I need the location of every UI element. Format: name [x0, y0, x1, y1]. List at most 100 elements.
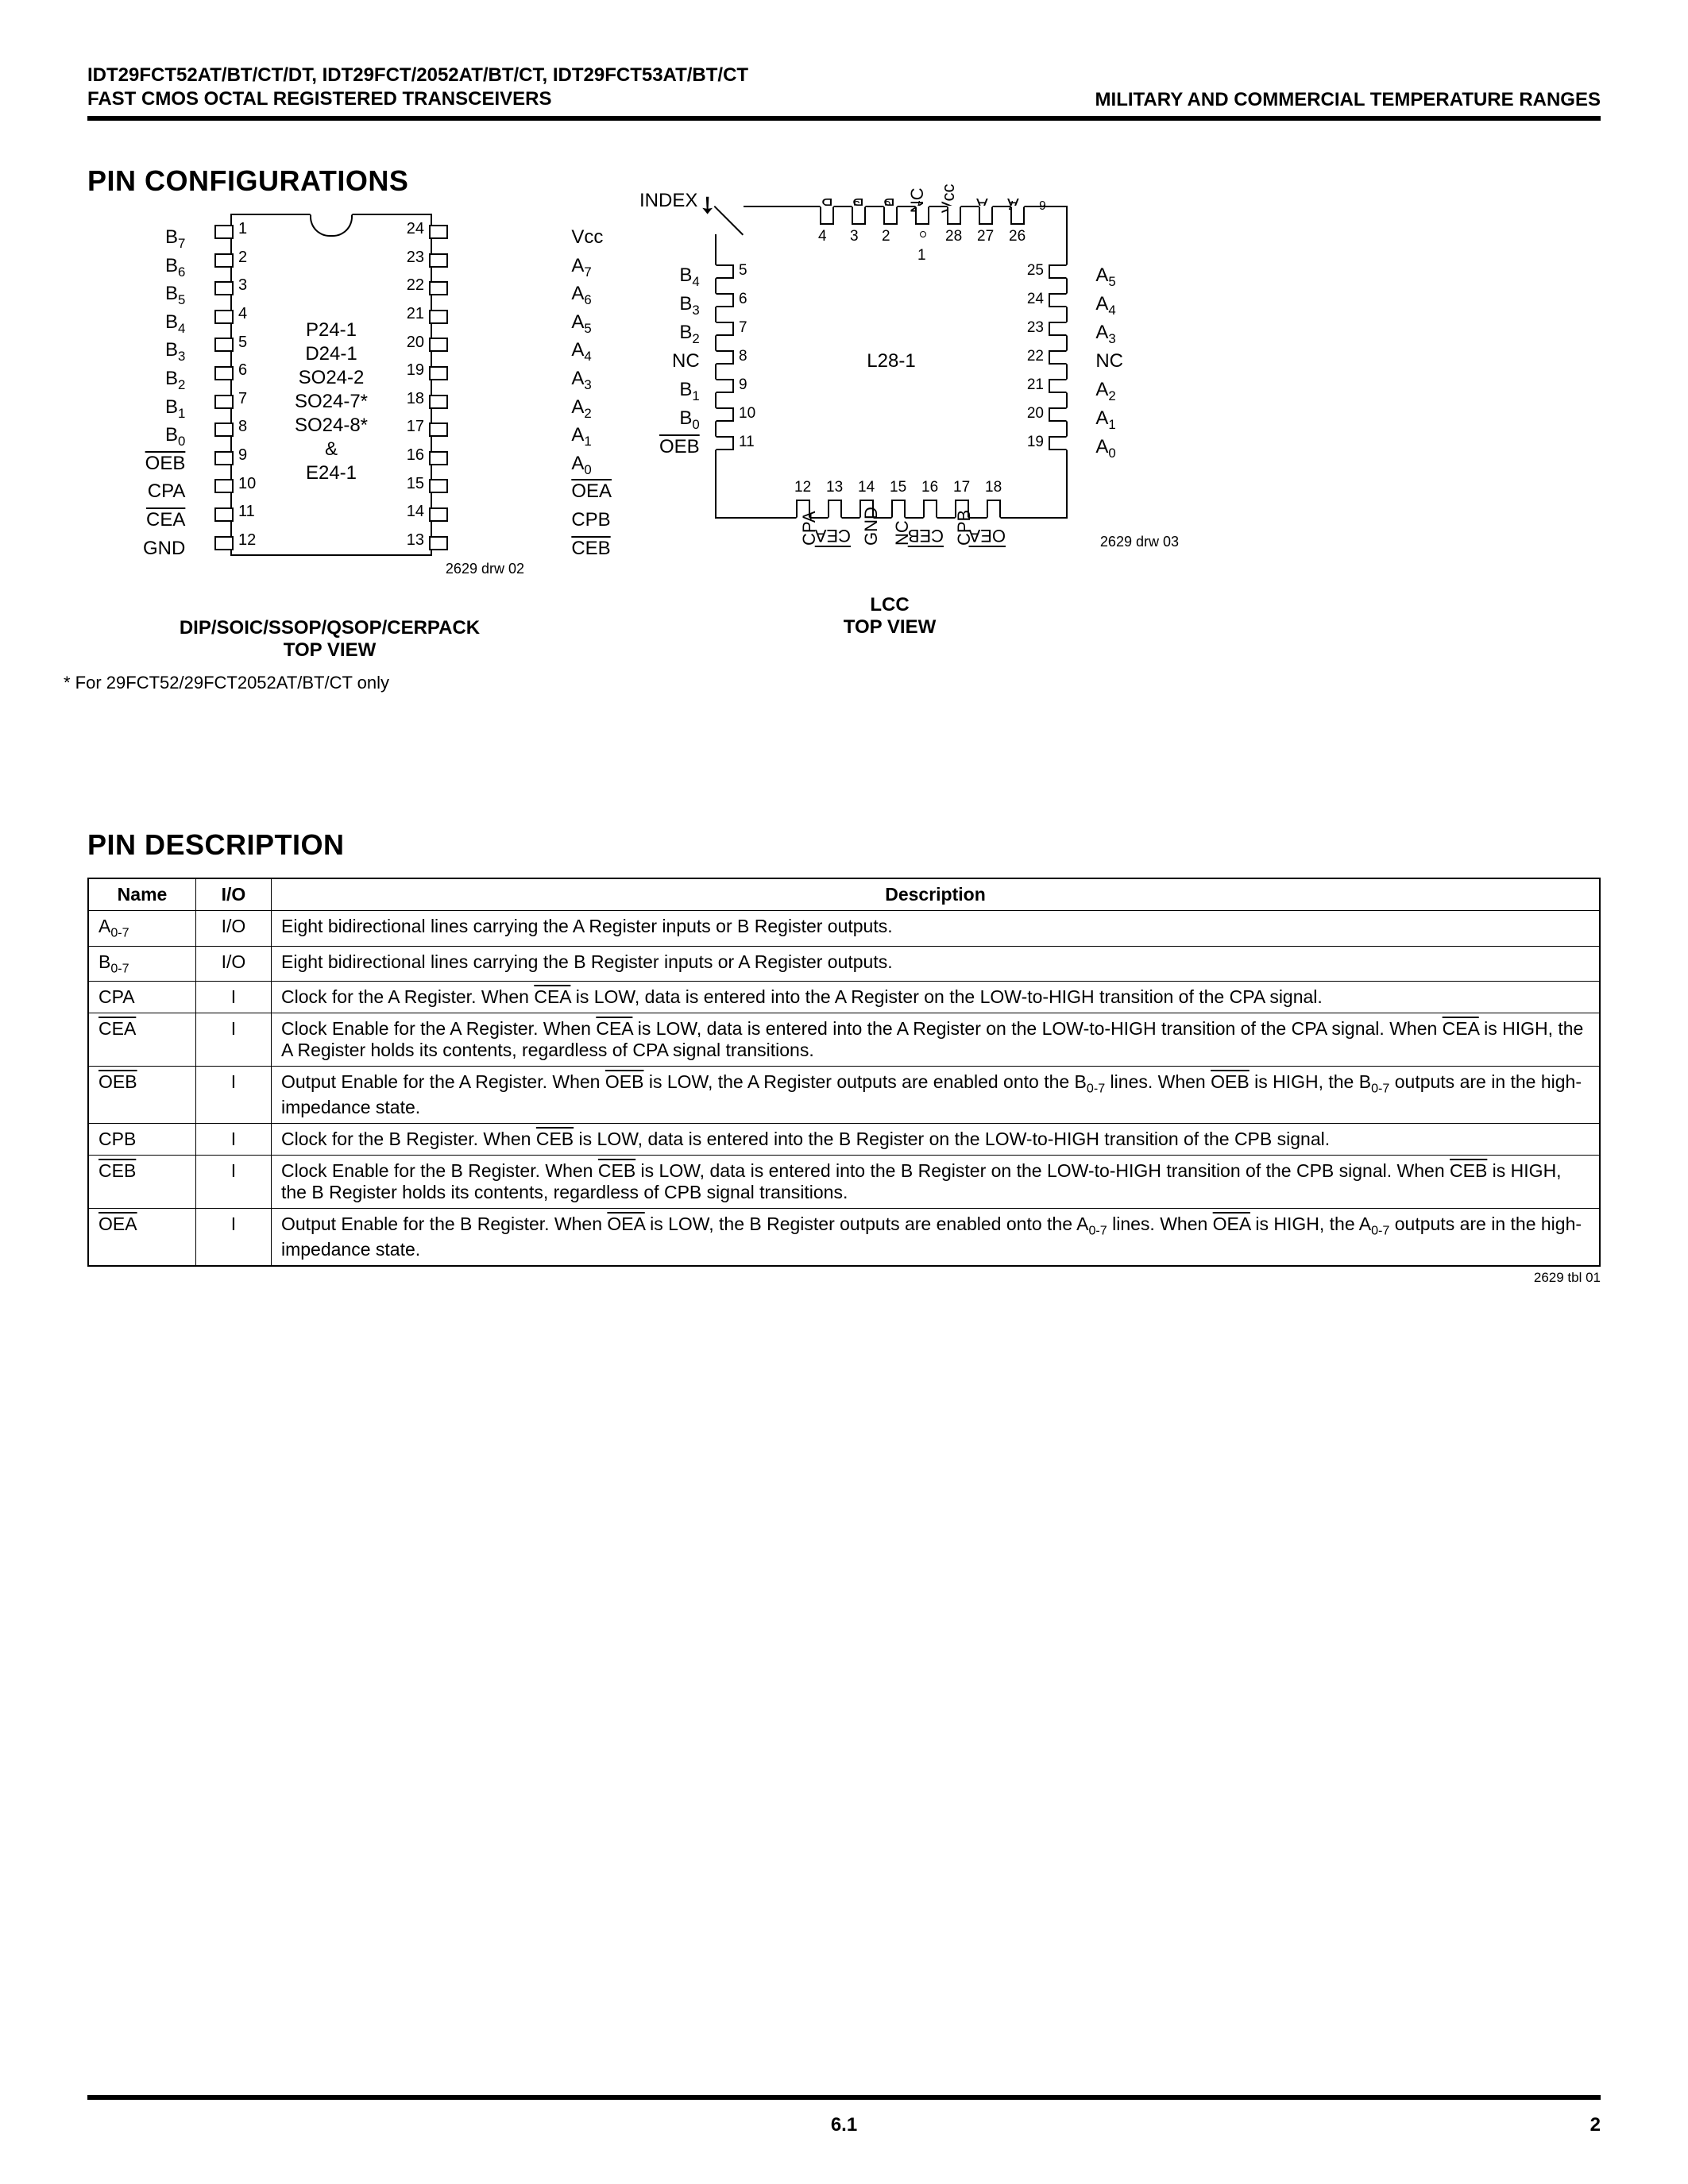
dip-left-pin-label: B1 — [143, 393, 185, 422]
dip-pin-pad-icon — [214, 338, 234, 352]
pin-io-cell: I — [196, 1123, 272, 1155]
lcc-pin-pad-icon — [1049, 379, 1068, 393]
lcc-bottom-pin-label: OEA — [985, 525, 1006, 546]
dip-pin-pad-icon — [429, 310, 448, 324]
dip-left-labels: B7B6B5B4B3B2B1B0OEBCPACEAGND — [143, 223, 185, 562]
pin-desc-cell: Eight bidirectional lines carrying the A… — [272, 911, 1601, 947]
lcc-right-pin-label: A4 — [1095, 290, 1123, 318]
lcc-pin1-dot-icon — [920, 231, 926, 237]
dip-pin-pad-icon — [429, 395, 448, 409]
lcc-top-pin-num: 3 — [850, 228, 859, 245]
dip-pin-row: 1114 — [232, 498, 431, 527]
lcc-pin-pad-icon — [923, 500, 937, 519]
lcc-pin-pad-icon — [828, 500, 842, 519]
lcc-pin-pad-icon — [883, 206, 898, 225]
dip-pin-pad-icon — [214, 507, 234, 522]
dip-right-pin-num: 23 — [407, 249, 424, 267]
dip-right-pin-num: 14 — [407, 503, 424, 521]
dip-right-pin-label: A2 — [571, 393, 612, 422]
lcc-pin-pad-icon — [987, 500, 1001, 519]
header-title-line2: FAST CMOS OCTAL REGISTERED TRANSCEIVERS — [87, 87, 748, 111]
table-row: OEAIOutput Enable for the B Register. Wh… — [88, 1208, 1600, 1265]
lcc-left-pin-label: B0 — [659, 404, 700, 433]
table-row: OEBIOutput Enable for the A Register. Wh… — [88, 1067, 1600, 1124]
pin-io-cell: I — [196, 1155, 272, 1208]
dip-pin-pad-icon — [429, 281, 448, 295]
lcc-pin-pad-icon — [1049, 407, 1068, 422]
dip-right-pin-label: A4 — [571, 336, 612, 365]
pin-io-cell: I — [196, 1013, 272, 1067]
lcc-index-corner-icon — [715, 206, 744, 234]
dip-pin-pad-icon — [429, 338, 448, 352]
lcc-right-pin-num: 25 — [1027, 262, 1044, 280]
dip-pin-pad-icon — [429, 507, 448, 522]
lcc-top-pin-num: 4 — [818, 228, 827, 245]
header-title-line1: IDT29FCT52AT/BT/CT/DT, IDT29FCT/2052AT/B… — [87, 64, 748, 87]
lcc-pin-pad-icon — [1049, 264, 1068, 279]
dip-drawing-number: 2629 drw 02 — [230, 561, 524, 577]
dip-left-pin-label: GND — [143, 534, 185, 563]
dip-left-pin-label: B2 — [143, 365, 185, 393]
lcc-left-pin-label: B1 — [659, 376, 700, 404]
dip-pin-pad-icon — [429, 479, 448, 493]
lcc-left-pin-num: 6 — [739, 291, 747, 308]
pin-name-cell: CEB — [88, 1155, 196, 1208]
lcc-bottom-pin-num: 14 — [858, 479, 875, 496]
lcc-bottom-pin-num: 13 — [826, 479, 843, 496]
table-row: B0-7I/OEight bidirectional lines carryin… — [88, 946, 1600, 982]
dip-pin-row: 223 — [232, 244, 431, 272]
lcc-top-pin-num: 26 — [1009, 228, 1026, 245]
pin-io-cell: I — [196, 1208, 272, 1265]
dip-right-pin-label: A5 — [571, 308, 612, 337]
dip-left-pin-label: CEA — [143, 506, 185, 534]
pin-io-cell: I — [196, 982, 272, 1013]
pin-desc-cell: Clock for the A Register. When CEA is LO… — [272, 982, 1601, 1013]
pin-name-cell: CPB — [88, 1123, 196, 1155]
lcc-pin-pad-icon — [1049, 436, 1068, 450]
footer-page-number: 2 — [1590, 2114, 1601, 2136]
dip-package-code: E24-1 — [232, 461, 431, 485]
lcc-pin-pad-icon — [715, 436, 734, 450]
dip-caption-line1: DIP/SOIC/SSOP/QSOP/CERPACK — [135, 617, 524, 639]
pin-io-cell: I — [196, 1067, 272, 1124]
lcc-pin-pad-icon — [715, 322, 734, 336]
dip-left-pin-label: B6 — [143, 252, 185, 280]
lcc-bottom-pin-label: GND — [861, 525, 882, 546]
lcc-pin-pad-icon — [820, 206, 834, 225]
dip-left-pin-label: OEB — [143, 450, 185, 478]
lcc-right-pin-label: A1 — [1095, 404, 1123, 433]
dip-right-pin-label: A3 — [571, 365, 612, 393]
lcc-pin-pad-icon — [715, 407, 734, 422]
lcc-pin-pad-icon — [715, 379, 734, 393]
page: IDT29FCT52AT/BT/CT/DT, IDT29FCT/2052AT/B… — [0, 0, 1688, 2184]
lcc-body: ➘ 43228272611213141516171852562472382292… — [715, 206, 1068, 519]
page-header: IDT29FCT52AT/BT/CT/DT, IDT29FCT/2052AT/B… — [87, 64, 1601, 121]
table-header-row: Name I/O Description — [88, 878, 1600, 911]
dip-pin-pad-icon — [429, 253, 448, 268]
header-left: IDT29FCT52AT/BT/CT/DT, IDT29FCT/2052AT/B… — [87, 64, 748, 111]
table-row: A0-7I/OEight bidirectional lines carryin… — [88, 911, 1600, 947]
pin-io-cell: I/O — [196, 911, 272, 947]
lcc-top-pin-num: 2 — [882, 228, 890, 245]
dip-column: B7B6B5B4B3B2B1B0OEBCPACEAGND 12422332242… — [87, 214, 524, 693]
pin-name-cell: OEB — [88, 1067, 196, 1124]
dip-pin-pad-icon — [214, 395, 234, 409]
lcc-bottom-pin-num: 18 — [985, 479, 1002, 496]
dip-pin-pad-icon — [214, 225, 234, 239]
lcc-drawing-number: 2629 drw 03 — [1100, 534, 1179, 550]
dip-pin-pad-icon — [429, 366, 448, 380]
dip-diagram: B7B6B5B4B3B2B1B0OEBCPACEAGND 12422332242… — [230, 214, 524, 556]
dip-caption-line2: TOP VIEW — [135, 639, 524, 662]
pin-desc-title: PIN DESCRIPTION — [87, 828, 1601, 862]
lcc-left-pin-label: B4 — [659, 261, 700, 290]
lcc-right-pin-label: NC — [1095, 347, 1123, 376]
lcc-right-pin-label: A5 — [1095, 261, 1123, 290]
dip-caption: DIP/SOIC/SSOP/QSOP/CERPACK TOP VIEW — [135, 617, 524, 662]
lcc-right-pin-num: 23 — [1027, 319, 1044, 337]
lcc-caption: LCC TOP VIEW — [715, 594, 1064, 639]
dip-body: 124223322421520619718817916101511141213 … — [230, 214, 432, 556]
dip-right-pin-label: A0 — [571, 450, 612, 478]
lcc-left-pin-label: NC — [659, 347, 700, 376]
lcc-pin-pad-icon — [715, 293, 734, 307]
lcc-right-pin-label: A2 — [1095, 376, 1123, 404]
